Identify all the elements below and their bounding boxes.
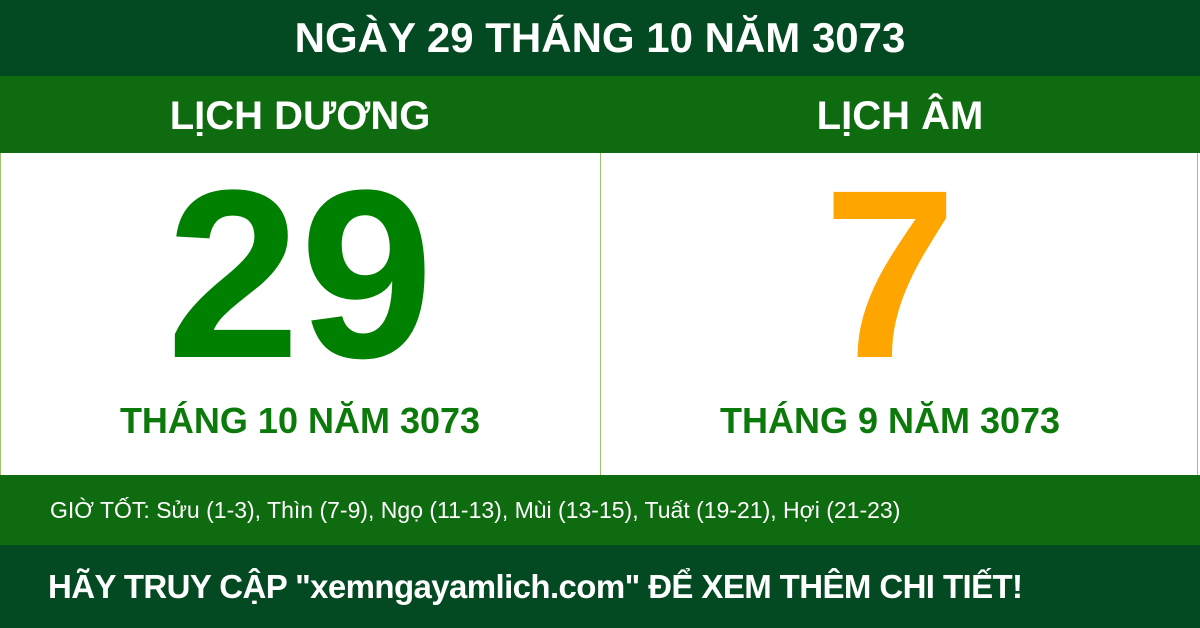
footer-cta: HÃY TRUY CẬP "xemngayamlich.com" ĐỂ XEM … xyxy=(0,545,1200,628)
lunar-heading: LỊCH ÂM xyxy=(816,94,984,138)
calendar-headers: LỊCH DƯƠNG LỊCH ÂM xyxy=(0,76,1200,153)
good-hours: GIỜ TỐT: Sửu (1-3), Thìn (7-9), Ngọ (11-… xyxy=(0,475,1200,545)
solar-month-year: THÁNG 10 NĂM 3073 xyxy=(119,400,481,441)
solar-column: 29 THÁNG 10 NĂM 3073 xyxy=(0,153,600,475)
lunar-column: 7 THÁNG 9 NĂM 3073 xyxy=(590,153,1190,475)
solar-heading: LỊCH DƯƠNG xyxy=(169,94,431,138)
column-divider xyxy=(600,153,601,475)
lunar-day: 7 xyxy=(823,161,957,387)
lunar-month-year: THÁNG 9 NĂM 3073 xyxy=(719,400,1061,441)
solar-day: 29 xyxy=(166,161,434,387)
calendar-body xyxy=(0,153,1198,475)
page-title: NGÀY 29 THÁNG 10 NĂM 3073 xyxy=(0,0,1200,76)
